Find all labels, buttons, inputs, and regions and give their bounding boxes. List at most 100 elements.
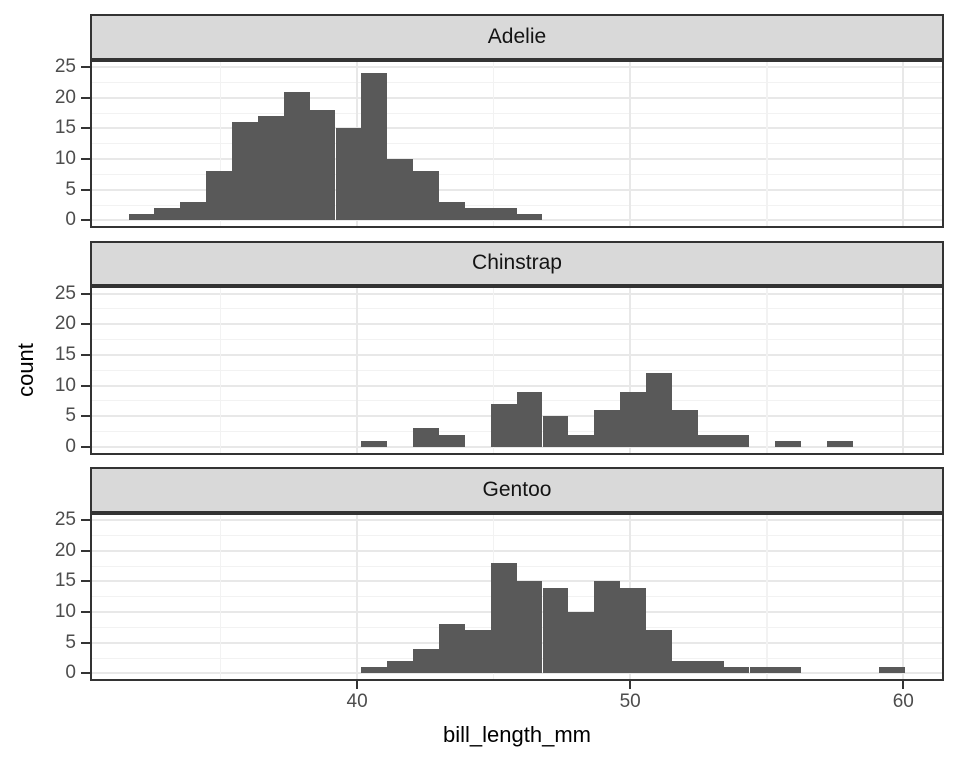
v-gridline-major — [902, 59, 905, 228]
histogram-bar — [309, 110, 336, 221]
h-gridline-major — [90, 672, 944, 675]
histogram-bar — [464, 630, 491, 674]
y-tick-label: 20 — [54, 86, 76, 108]
y-tick-label: 0 — [65, 209, 76, 231]
histogram-bar — [439, 201, 465, 221]
histogram-bar — [490, 208, 517, 221]
h-gridline-minor — [90, 81, 944, 83]
h-gridline-major — [90, 127, 944, 130]
histogram-bar — [361, 440, 388, 447]
y-tick-mark — [81, 445, 90, 448]
y-tick-label: 5 — [65, 405, 76, 427]
histogram-bar — [180, 201, 206, 221]
histogram-bar — [361, 73, 388, 221]
y-tick-mark — [81, 549, 90, 552]
histogram-bar — [775, 440, 802, 447]
h-gridline-minor — [90, 112, 944, 114]
v-gridline-minor — [766, 286, 768, 455]
histogram-bar — [387, 661, 413, 674]
y-tick-label: 15 — [54, 343, 76, 365]
y-tick-label: 0 — [65, 662, 76, 684]
h-gridline-major — [90, 384, 944, 387]
histogram-bar — [361, 667, 388, 674]
histogram-bar — [620, 587, 646, 674]
facet-strip-chinstrap: Chinstrap — [90, 240, 944, 286]
v-gridline-minor — [219, 286, 222, 455]
h-gridline-minor — [90, 143, 944, 145]
y-tick-label: 20 — [54, 539, 76, 561]
h-gridline-minor — [90, 308, 944, 310]
histogram-bar — [464, 208, 491, 221]
h-gridline-major — [90, 292, 944, 295]
histogram-bar — [749, 667, 776, 674]
h-gridline-minor — [90, 369, 944, 371]
histogram-bar — [697, 661, 724, 674]
y-tick-mark — [81, 66, 90, 69]
x-tick-mark — [356, 681, 359, 689]
facet-panel-adelie: 0 5 10 15 20 25 — [55, 56, 944, 230]
y-tick-label: 5 — [65, 631, 76, 653]
y-tick-mark — [81, 672, 90, 675]
v-gridline-minor — [219, 512, 222, 681]
h-gridline-major — [90, 519, 944, 522]
y-tick-mark — [81, 323, 90, 326]
histogram-bar — [283, 91, 310, 221]
y-tick-mark — [81, 188, 90, 191]
histogram-bar — [775, 667, 802, 674]
y-tick-mark — [81, 292, 90, 295]
v-gridline-major — [629, 59, 632, 228]
y-tick-label: 20 — [54, 313, 76, 335]
v-gridline-major — [356, 512, 359, 681]
histogram-bar — [413, 648, 439, 674]
v-gridline-major — [902, 286, 905, 455]
v-gridline-minor — [492, 286, 495, 455]
h-gridline-minor — [90, 173, 944, 175]
y-tick-mark — [81, 611, 90, 614]
histogram-bar — [671, 410, 698, 447]
y-tick-mark — [81, 127, 90, 130]
histogram-bar — [413, 428, 439, 447]
histogram-bar — [516, 581, 543, 674]
histogram-bar — [335, 128, 362, 221]
h-gridline-major — [90, 549, 944, 552]
histogram-bar — [671, 661, 698, 674]
v-gridline-minor — [219, 59, 222, 228]
histogram-bar — [542, 587, 569, 674]
y-tick-label: 10 — [54, 148, 76, 170]
histogram-bar — [154, 208, 181, 221]
h-gridline-minor — [90, 565, 944, 567]
histogram-bar — [439, 434, 465, 447]
histogram-bar — [516, 391, 543, 447]
x-tick-mark — [902, 681, 905, 689]
y-tick-label: 0 — [65, 435, 76, 457]
y-tick-mark — [81, 580, 90, 583]
y-tick-mark — [81, 158, 90, 161]
x-tick-label: 40 — [346, 691, 368, 712]
x-tick-mark — [629, 681, 632, 689]
y-tick-label: 5 — [65, 178, 76, 200]
h-gridline-major — [90, 96, 944, 99]
histogram-bar — [413, 171, 439, 221]
histogram-bar — [594, 581, 621, 674]
y-tick-label: 25 — [54, 282, 76, 304]
histogram-bar — [542, 416, 569, 447]
y-tick-label: 15 — [54, 117, 76, 139]
histogram-bar — [516, 214, 543, 221]
histogram-bar — [206, 171, 232, 221]
y-tick-label: 10 — [54, 601, 76, 623]
histogram-bar — [723, 667, 750, 674]
h-gridline-major — [90, 219, 944, 222]
h-gridline-major — [90, 323, 944, 326]
histogram-bar — [697, 434, 724, 447]
facet-panel-gentoo: 0 5 10 15 20 25 — [55, 509, 944, 683]
histogram-bar — [827, 440, 853, 447]
histogram-bar — [620, 391, 646, 447]
h-gridline-major — [90, 158, 944, 161]
h-gridline-major — [90, 66, 944, 69]
v-gridline-minor — [766, 512, 768, 681]
y-tick-mark — [81, 384, 90, 387]
histogram-bar — [128, 214, 155, 221]
facet-strip-gentoo: Gentoo — [90, 467, 944, 513]
x-tick-label: 50 — [619, 691, 641, 712]
y-tick-label: 10 — [54, 374, 76, 396]
